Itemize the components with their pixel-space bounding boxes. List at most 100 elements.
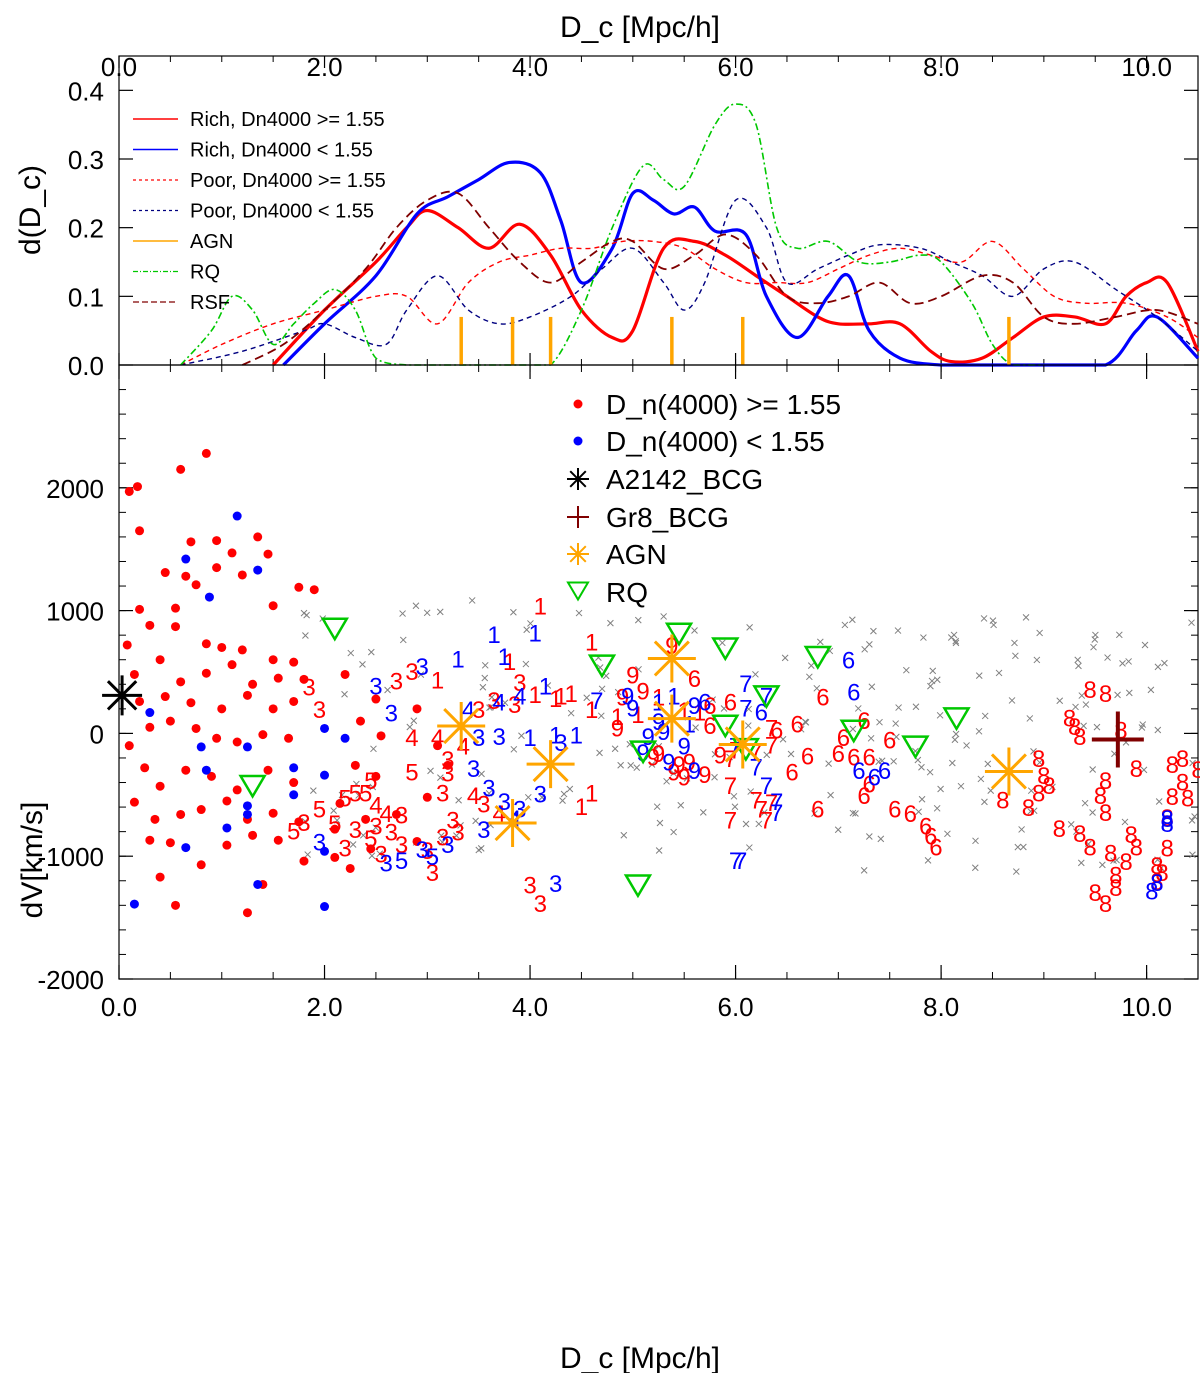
background-cross xyxy=(895,704,902,711)
red-number-label: 3 xyxy=(513,670,526,697)
red-number-label: 3 xyxy=(436,780,449,807)
background-cross xyxy=(1027,808,1035,815)
blue-number-label: 3 xyxy=(498,789,511,816)
background-cross xyxy=(852,810,859,817)
blue-number-label: 3 xyxy=(549,871,562,898)
red-dot xyxy=(212,536,222,546)
red-number-label: 6 xyxy=(837,725,850,752)
blue-dot xyxy=(181,554,191,564)
background-cross xyxy=(731,803,739,811)
red-dot xyxy=(129,797,139,807)
background-cross xyxy=(746,844,753,851)
background-cross xyxy=(436,608,444,616)
background-cross xyxy=(481,674,489,682)
background-cross xyxy=(1155,798,1163,805)
rq-marker xyxy=(839,719,868,744)
legend-label: D_n(4000) < 1.55 xyxy=(606,426,825,457)
red-number-label: 3 xyxy=(338,836,351,863)
background-cross xyxy=(892,720,900,727)
background-cross xyxy=(309,787,317,794)
background-cross xyxy=(1082,701,1090,708)
background-cross xyxy=(763,751,771,759)
top-y-tick-label: 0.0 xyxy=(68,351,104,381)
background-cross xyxy=(995,669,1003,677)
red-dot xyxy=(443,760,453,770)
background-cross xyxy=(410,717,418,725)
red-dot xyxy=(248,679,258,689)
background-cross xyxy=(655,847,663,854)
background-cross xyxy=(468,597,476,604)
background-cross xyxy=(1189,851,1196,859)
red-number-label: 9 xyxy=(667,759,680,786)
background-cross xyxy=(1121,818,1129,826)
background-cross xyxy=(711,750,719,758)
series-line-rsf xyxy=(241,190,1199,366)
red-number-label: 8 xyxy=(996,788,1009,815)
background-cross xyxy=(718,639,726,647)
background-cross xyxy=(399,636,407,644)
red-dot xyxy=(165,838,175,848)
blue-number-label: 6 xyxy=(878,758,891,785)
background-cross xyxy=(937,785,944,793)
red-dot xyxy=(263,765,273,775)
red-number-label: 8 xyxy=(1042,773,1055,800)
blue-number-label: 7 xyxy=(760,773,773,800)
red-dot xyxy=(268,808,278,818)
red-number-label: 7 xyxy=(760,807,773,834)
top-axes: 0.0 2.0 4.0 6.0 8.0 10.00.00.10.20.30.4 xyxy=(68,52,1199,381)
bcg-markers xyxy=(102,675,1144,768)
background-cross xyxy=(1011,639,1018,647)
red-dot xyxy=(181,765,191,775)
red-number-label: 5 xyxy=(359,780,372,807)
red-number-label: 7 xyxy=(765,732,778,759)
bottom-x-tick-label: 8.0 xyxy=(923,992,959,1022)
red-dot xyxy=(268,601,278,611)
blue-number-label: 3 xyxy=(493,724,506,751)
background-cross xyxy=(950,631,958,639)
red-dot xyxy=(212,563,222,573)
red-number-label: 3 xyxy=(395,802,408,829)
background-cross xyxy=(924,857,932,864)
red-dot xyxy=(345,863,355,873)
background-cross xyxy=(439,838,446,846)
red-dot xyxy=(217,704,227,714)
blue-number-label: 7 xyxy=(739,696,752,723)
blue-number-label: 1 xyxy=(549,723,562,750)
red-dot xyxy=(129,669,139,679)
background-cross xyxy=(894,627,902,634)
background-cross xyxy=(957,782,965,790)
background-cross xyxy=(1072,703,1079,711)
blue-number-label: 1 xyxy=(529,621,542,648)
background-cross xyxy=(1161,659,1168,667)
blue-number-label: 3 xyxy=(441,832,454,859)
blue-number-label: 3 xyxy=(415,837,428,864)
red-number-label: 8 xyxy=(1125,822,1138,849)
red-number-label: 4 xyxy=(380,801,393,828)
background-cross xyxy=(1018,826,1025,833)
red-dot xyxy=(171,603,181,613)
red-number-label: 8 xyxy=(1191,757,1200,784)
red-dot xyxy=(227,660,237,670)
red-number-label: 1 xyxy=(554,683,567,710)
legend-label: RQ xyxy=(606,577,648,608)
blue-number-label: 6 xyxy=(847,680,860,707)
red-dot xyxy=(366,844,376,854)
red-dot xyxy=(299,674,309,684)
background-cross xyxy=(427,767,434,775)
red-dot xyxy=(330,824,340,834)
blue-number-label: 7 xyxy=(760,683,773,710)
blue-number-label: 9 xyxy=(636,740,649,767)
red-number-label: 6 xyxy=(904,801,917,828)
red-dot xyxy=(371,771,381,781)
background-cross xyxy=(518,732,525,740)
red-number-label: 6 xyxy=(688,666,701,693)
red-number-label: 6 xyxy=(770,718,783,745)
red-dot xyxy=(171,622,181,632)
red-dot xyxy=(253,532,263,542)
blue-number-label: 1 xyxy=(451,646,464,673)
background-cross xyxy=(779,735,787,743)
red-number-label: 8 xyxy=(1099,681,1112,708)
background-cross xyxy=(1154,663,1162,671)
red-number-label: 3 xyxy=(446,807,459,834)
blue-number-label: 7 xyxy=(734,848,747,875)
